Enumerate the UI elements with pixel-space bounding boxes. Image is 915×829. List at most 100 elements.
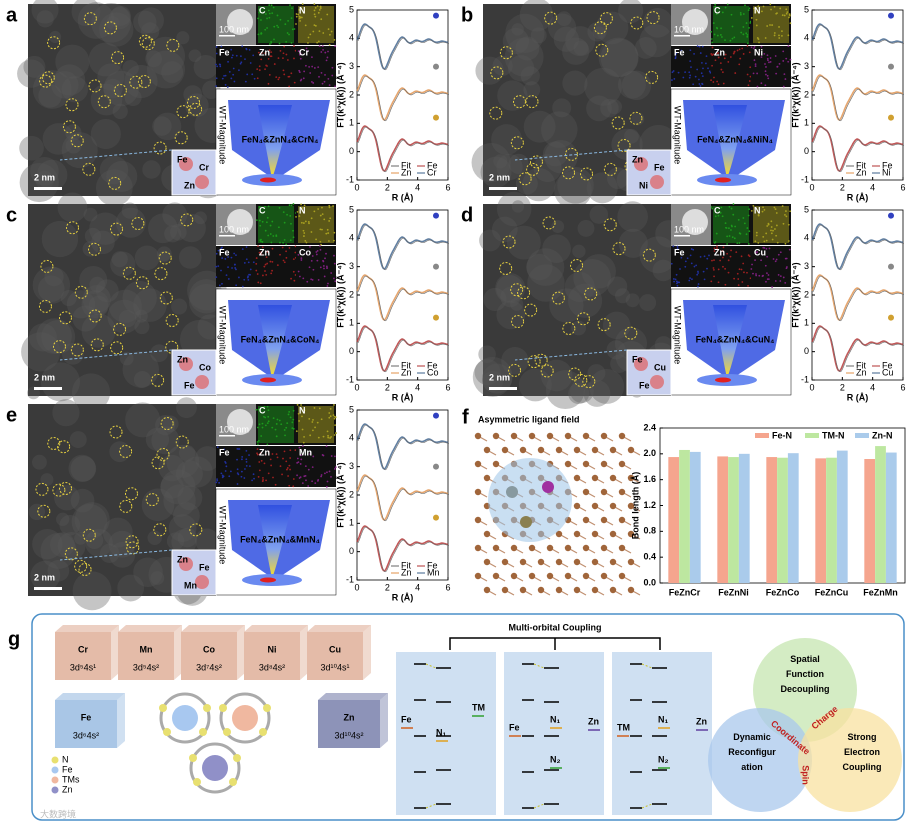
eds-dot (282, 52, 285, 55)
atom-marker (38, 299, 52, 313)
eds-dot (326, 267, 328, 270)
eds-dot (747, 284, 749, 287)
y-tick-label: 4 (804, 33, 809, 43)
carbon (510, 432, 518, 440)
eds-dot (305, 479, 307, 482)
eds-dot (328, 43, 331, 46)
panel-letter: a (6, 4, 18, 26)
exafs-curve (356, 23, 449, 70)
inset-label: Co (199, 362, 211, 372)
texture (615, 288, 631, 304)
eds-dot (310, 260, 313, 262)
texture (172, 502, 200, 529)
eds-dot (704, 62, 707, 65)
eds-dot (224, 470, 227, 472)
structure-icon (888, 212, 894, 219)
orbit (189, 742, 241, 794)
y-tick-label: 1 (349, 518, 354, 528)
eds-dot (260, 251, 263, 254)
eds-dot (787, 60, 790, 63)
eds-dot (245, 258, 248, 261)
texture (89, 212, 122, 245)
eds-dot (717, 268, 720, 271)
texture (32, 70, 72, 109)
texture (492, 55, 513, 76)
atom-marker (66, 221, 80, 235)
texture (70, 488, 95, 513)
inset-label: Cr (199, 162, 209, 172)
texture (193, 54, 218, 80)
eds-scale: 100 nm (219, 424, 249, 434)
texture (111, 251, 128, 268)
texture (530, 27, 547, 44)
eds-dot (708, 70, 711, 73)
eds-dot (248, 465, 251, 468)
eds-dot (320, 474, 323, 476)
carbon (546, 544, 554, 552)
eds-dot (736, 49, 739, 52)
eds-dot (749, 22, 752, 24)
legend-label: Ni (882, 167, 891, 177)
texture (571, 320, 587, 336)
texture (526, 253, 553, 281)
y-axis-label: FT(k³χ(k)) (Å⁻⁴) (335, 462, 345, 527)
eds-dot (311, 56, 313, 59)
texture (103, 70, 139, 107)
eds-dot (690, 262, 693, 265)
eds-dot (678, 281, 681, 284)
eds-dot (707, 67, 709, 70)
texture (117, 574, 145, 602)
atom-marker (126, 541, 140, 555)
eds-label: Zn (714, 47, 725, 57)
texture (90, 83, 123, 116)
y-tick-label: 4 (804, 233, 809, 243)
legend-label: Co (427, 367, 439, 377)
y-tick-label: 3 (804, 61, 809, 71)
eds-dot (754, 65, 757, 67)
venn-line: Strong (848, 732, 877, 742)
eds-dot (256, 448, 259, 451)
atom (172, 705, 198, 731)
panel-letter: g (8, 628, 20, 650)
texture (71, 373, 111, 412)
eds-dot (702, 67, 704, 70)
texture (125, 402, 161, 438)
texture (181, 456, 213, 488)
eds-dot (682, 76, 685, 79)
eds-dot (746, 45, 749, 47)
eds-dot (266, 262, 269, 265)
legend-swatch (855, 433, 869, 438)
inset-blob (179, 357, 193, 371)
texture (133, 557, 163, 588)
texture (41, 220, 79, 258)
carbon (555, 586, 563, 594)
exafs-fit (357, 224, 450, 271)
eds-dot (752, 72, 755, 75)
eds-dot (727, 259, 730, 262)
texture (471, 142, 511, 183)
eds-dot (769, 57, 772, 59)
eds-dot (275, 453, 278, 456)
texture (639, 24, 673, 58)
eds-dot (334, 45, 337, 48)
texture (91, 2, 132, 43)
y-tick-label: 2 (349, 89, 354, 99)
eds-label: Cr (299, 47, 309, 57)
eds-dot (253, 77, 256, 80)
texture (483, 287, 507, 312)
eds-dot (285, 460, 288, 463)
texture (56, 512, 70, 526)
eds-dot (701, 45, 704, 48)
texture (621, 70, 652, 101)
eds-dot (752, 272, 754, 275)
texture (59, 514, 81, 536)
eds-dot (775, 72, 778, 75)
texture (30, 156, 59, 186)
texture (475, 56, 504, 85)
y-tick-label: 0 (349, 146, 354, 156)
eds-dot (331, 74, 334, 77)
eds-dot (292, 203, 295, 205)
x-tick-label: 4 (870, 182, 875, 192)
carbon (600, 432, 608, 440)
bar (717, 456, 729, 583)
